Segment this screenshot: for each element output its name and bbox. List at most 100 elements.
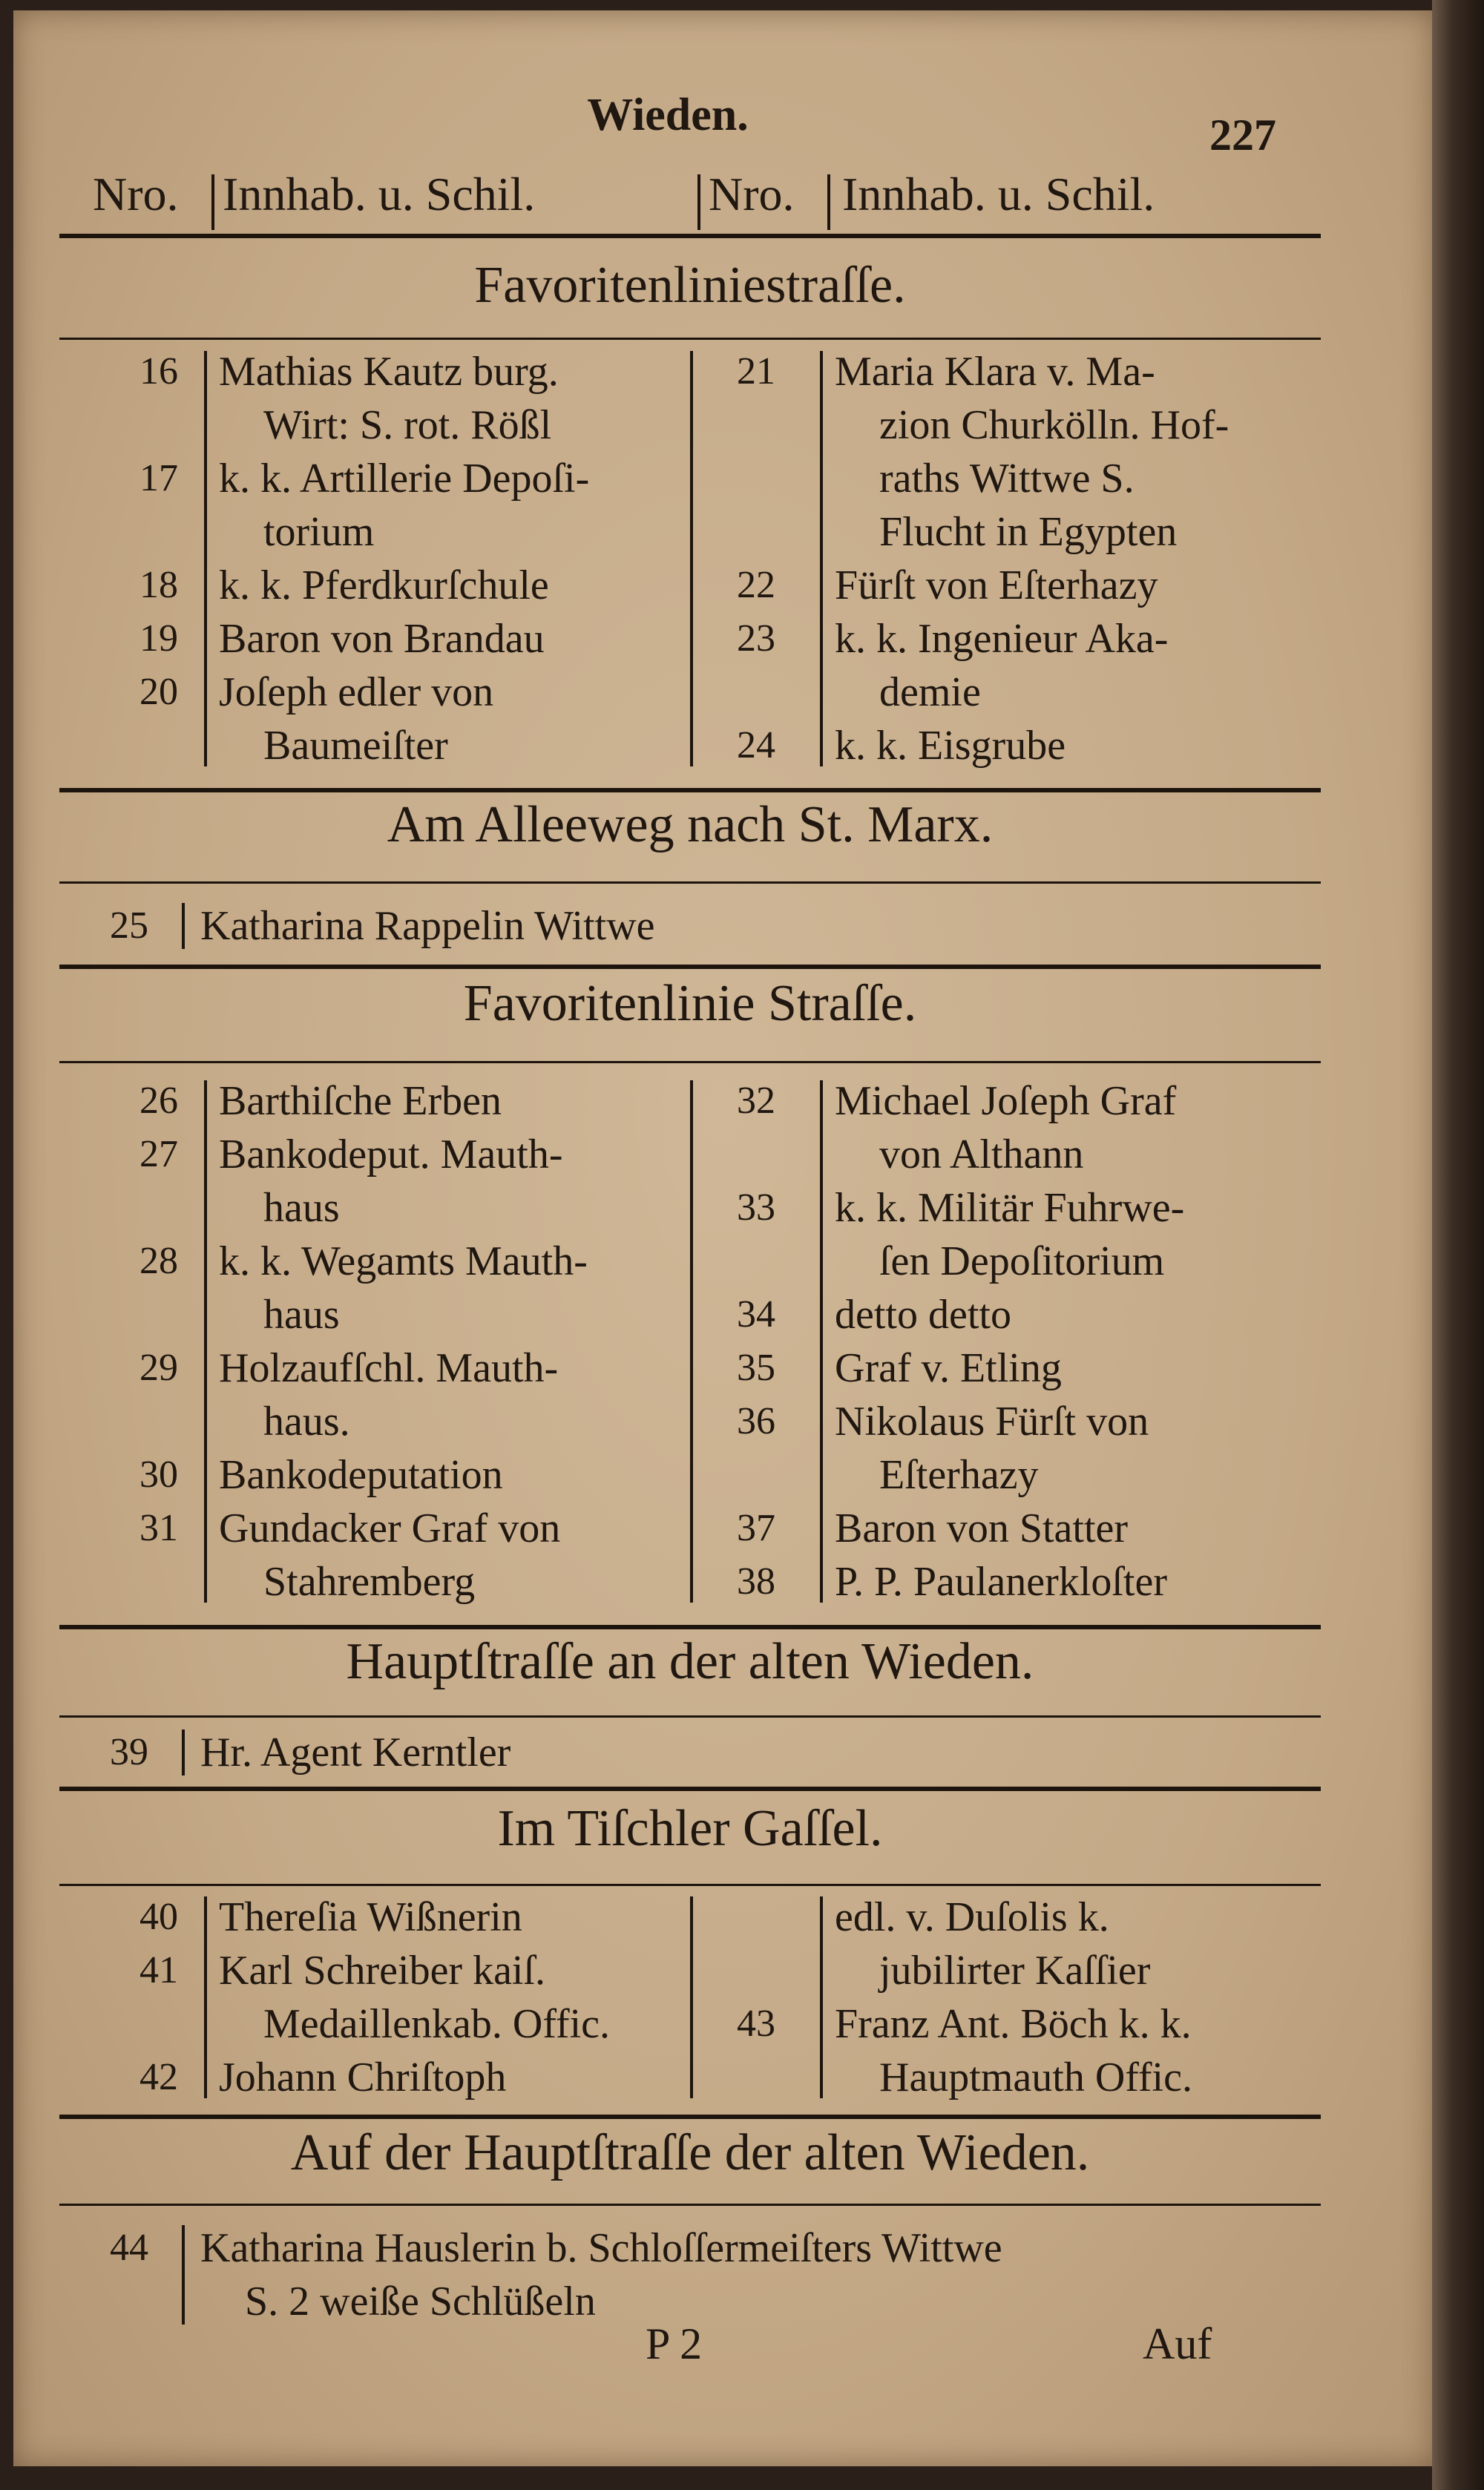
entry-number: 38 (737, 1560, 775, 1603)
entry-number: 23 (737, 617, 775, 660)
entry-text-line: haus. (263, 1399, 350, 1445)
entry-text-line: P. P. Paulanerkloſter (835, 1559, 1167, 1605)
entry-text-line: k. k. Wegamts Mauth- (219, 1238, 588, 1284)
entry-text-line: Wirt: S. rot. Rößl (263, 402, 552, 448)
entry-text-line: Baron von Brandau (219, 616, 545, 662)
column-header-divider (697, 174, 700, 230)
section-rule (59, 338, 1321, 340)
section-rule (59, 1715, 1321, 1718)
column-header-owner-right: Innhab. u. Schil. (842, 168, 1155, 220)
entry-text-line: k. k. Eisgrube (835, 723, 1066, 769)
entry-text-line: Fürſt von Eſterhazy (835, 562, 1158, 608)
entry-text-line: Hr. Agent Kerntler (200, 1729, 511, 1775)
entry-text-line: jubilirter Kaſſier (879, 1948, 1151, 1994)
entry-number: 17 (139, 457, 178, 499)
entry-text-line: Johann Chriſtoph (219, 2054, 507, 2100)
section-title: Auf der Hauptſtraſſe der alten Wieden. (290, 2124, 1090, 2181)
column-divider (204, 1080, 207, 1603)
entry-text-line: Thereſia Wißnerin (219, 1894, 522, 1940)
entry-text-line: Katharina Hauslerin b. Schloſſermeiſters… (200, 2225, 1002, 2271)
entry-number: 35 (737, 1347, 775, 1389)
entry-text-line: Medaillenkab. Offic. (263, 2001, 611, 2047)
book-page (13, 10, 1434, 2466)
entry-text-line: Hauptmauth Offic. (879, 2054, 1192, 2100)
column-divider (182, 2225, 185, 2325)
entry-number: 36 (737, 1400, 775, 1442)
entry-number: 22 (737, 564, 775, 606)
section-rule (59, 1787, 1321, 1791)
entry-text-line: Stahremberg (263, 1559, 476, 1605)
entry-number: 30 (139, 1453, 178, 1496)
section-rule (59, 788, 1321, 792)
entry-text-line: edl. v. Duſolis k. (835, 1894, 1109, 1940)
entry-text-line: k. k. Militär Fuhrwe- (835, 1185, 1185, 1231)
column-header-nro-left: Nro. (93, 168, 179, 220)
entry-number: 28 (139, 1240, 178, 1282)
section-title: Favoritenliniestraſſe. (474, 257, 906, 314)
entry-text-line: Bankodeputation (219, 1452, 503, 1498)
entry-number: 25 (110, 904, 148, 947)
column-divider (820, 1080, 823, 1603)
section-rule (59, 881, 1321, 884)
entry-text-line: ſen Depoſitorium (879, 1238, 1165, 1284)
section-title: Am Alleeweg nach St. Marx. (387, 796, 994, 853)
section-rule (59, 1884, 1321, 1886)
entry-number: 33 (737, 1186, 775, 1229)
column-divider (182, 903, 185, 949)
entry-text-line: Holzaufſchl. Mauth- (219, 1345, 559, 1391)
entry-text-line: haus (263, 1185, 340, 1231)
entry-text-line: Franz Ant. Böch k. k. (835, 2001, 1192, 2047)
entry-text-line: Bankodeput. Mauth- (219, 1131, 563, 1177)
entry-text-line: Gundacker Graf von (219, 1505, 561, 1551)
page-number: 227 (1209, 111, 1276, 160)
column-divider (820, 1896, 823, 2098)
entry-text-line: k. k. Pferdkurſchule (219, 562, 549, 608)
signature-mark: P 2 (646, 2319, 703, 2368)
entry-number: 18 (139, 564, 178, 606)
entry-number: 40 (139, 1896, 178, 1938)
entry-number: 32 (737, 1080, 775, 1122)
section-rule (59, 1625, 1321, 1629)
column-divider (204, 1896, 207, 2098)
entry-text-line: von Althann (879, 1131, 1084, 1177)
catchword: Auf (1143, 2319, 1212, 2368)
entry-text-line: Maria Klara v. Ma- (835, 349, 1155, 395)
column-divider (204, 351, 207, 766)
entry-text-line: Nikolaus Fürſt von (835, 1399, 1149, 1445)
entry-text-line: Baumeiſter (263, 723, 448, 769)
column-divider (182, 1729, 185, 1775)
entry-number: 42 (139, 2056, 178, 2098)
section-title: Im Tiſchler Gaſſel. (497, 1800, 883, 1857)
entry-text-line: detto detto (835, 1292, 1011, 1338)
entry-text-line: Barthiſche Erben (219, 1078, 502, 1124)
column-divider (690, 1080, 693, 1603)
entry-text-line: k. k. Ingenieur Aka- (835, 616, 1169, 662)
column-header-divider (211, 174, 214, 230)
entry-text-line: Graf v. Etling (835, 1345, 1062, 1391)
entry-text-line: S. 2 weiße Schlüßeln (245, 2279, 596, 2325)
section-title: Favoritenlinie Straſſe. (463, 975, 917, 1032)
section-rule (59, 965, 1321, 969)
section-rule (59, 2204, 1321, 2206)
entry-number: 37 (737, 1507, 775, 1549)
entry-text-line: k. k. Artillerie Depoſi- (219, 456, 590, 502)
entry-number: 21 (737, 350, 775, 392)
column-header-nro-right: Nro. (709, 168, 795, 220)
entry-number: 39 (110, 1731, 148, 1773)
running-head: Wieden. (587, 90, 749, 140)
entry-text-line: torium (263, 509, 375, 555)
section-rule (59, 1061, 1321, 1063)
entry-number: 16 (139, 350, 178, 392)
column-divider (690, 1896, 693, 2098)
entry-number: 29 (139, 1347, 178, 1389)
entry-text-line: Eſterhazy (879, 1452, 1039, 1498)
entry-number: 44 (110, 2227, 148, 2269)
entry-text-line: Michael Joſeph Graf (835, 1078, 1177, 1124)
entry-number: 41 (139, 1949, 178, 1991)
entry-number: 31 (139, 1507, 178, 1549)
entry-text-line: Mathias Kautz burg. (219, 349, 559, 395)
entry-text-line: Baron von Statter (835, 1505, 1129, 1551)
column-divider (820, 351, 823, 766)
section-rule (59, 2115, 1321, 2119)
entry-number: 43 (737, 2003, 775, 2045)
